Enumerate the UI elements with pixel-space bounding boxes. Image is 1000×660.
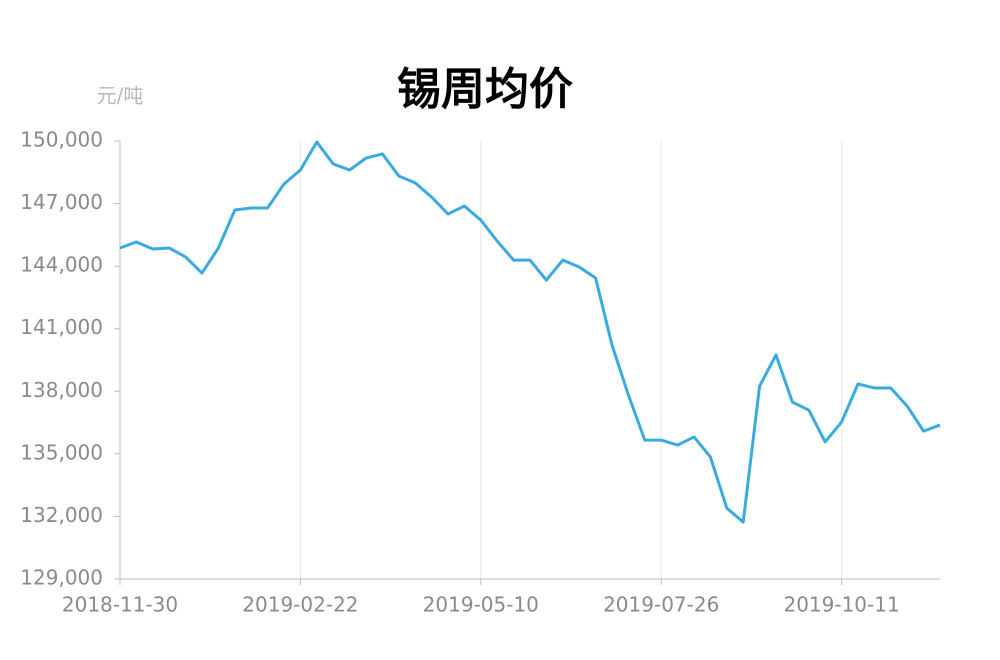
line xyxy=(119,140,941,524)
y-tick-label: 138,000 xyxy=(20,378,103,402)
y-unit: 元/吨 xyxy=(97,84,144,108)
y-tick-label: 132,000 xyxy=(20,503,103,527)
y-tick-label: 135,000 xyxy=(20,440,103,464)
x-tick-label: 2018-11-30 xyxy=(62,593,178,617)
x-tick-label: 2019-05-10 xyxy=(423,593,539,617)
x-tick-label: 2019-02-22 xyxy=(242,593,358,617)
x-tick-label: 2019-07-26 xyxy=(603,593,719,617)
y-tick-label: 141,000 xyxy=(20,315,103,339)
chart-title: 锡周均价 xyxy=(397,64,573,115)
y-tick-label: 147,000 xyxy=(20,190,103,214)
y-tick-label: 129,000 xyxy=(20,566,103,590)
y-tick-label: 150,000 xyxy=(20,128,103,152)
x-tick-label: 2019-10-11 xyxy=(783,593,899,617)
y-tick-label: 144,000 xyxy=(20,253,103,277)
